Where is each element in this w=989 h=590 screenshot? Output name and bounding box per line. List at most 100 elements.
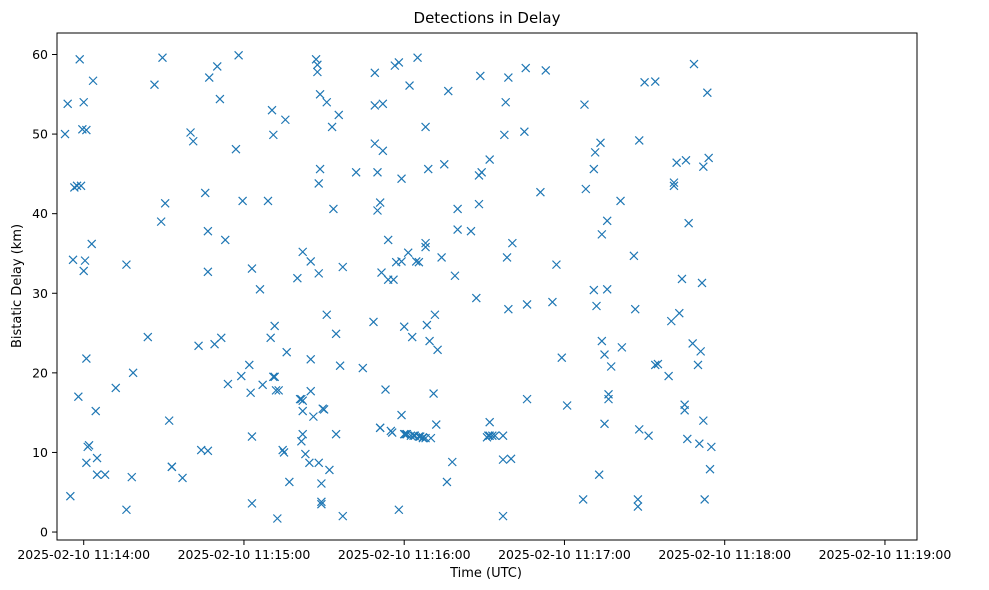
data-point — [378, 146, 388, 156]
data-point — [377, 268, 386, 277]
data-point — [502, 253, 512, 262]
data-point — [589, 285, 599, 295]
data-point — [403, 248, 413, 258]
x-tick-label: 2025-02-10 11:17:00 — [498, 547, 631, 562]
data-point — [682, 434, 692, 444]
data-point — [272, 514, 282, 523]
data-point — [68, 255, 78, 265]
data-point — [674, 308, 684, 318]
data-point — [443, 86, 453, 96]
data-point — [557, 353, 567, 363]
data-point — [501, 97, 511, 107]
data-point — [280, 115, 290, 125]
data-point — [602, 216, 612, 226]
data-point — [498, 455, 508, 465]
data-point — [596, 138, 605, 148]
data-point — [680, 400, 690, 410]
data-point — [700, 494, 710, 504]
data-point — [466, 226, 476, 236]
data-point — [306, 257, 316, 266]
data-point — [490, 431, 500, 441]
data-point — [453, 225, 463, 235]
data-point — [270, 321, 280, 331]
data-point — [316, 479, 326, 488]
data-point — [499, 130, 509, 140]
data-point — [65, 491, 75, 501]
data-point — [681, 155, 691, 165]
data-point — [592, 301, 601, 311]
data-point — [706, 442, 716, 452]
data-point — [81, 458, 91, 468]
data-point — [421, 242, 430, 252]
data-point — [634, 136, 644, 145]
data-point — [506, 454, 516, 464]
data-point — [423, 164, 433, 174]
plot-area — [56, 32, 918, 541]
data-point — [122, 505, 131, 515]
data-point — [381, 385, 390, 394]
data-point — [255, 284, 265, 294]
data-point — [704, 153, 714, 163]
data-point — [158, 53, 167, 63]
data-point — [453, 204, 463, 214]
data-point — [236, 371, 246, 381]
data-point — [664, 371, 674, 381]
data-point — [296, 436, 306, 446]
x-tick-label: 2025-02-10 11:19:00 — [819, 547, 952, 562]
data-point — [394, 58, 404, 67]
data-point — [375, 198, 385, 207]
x-tick-label: 2025-02-10 11:16:00 — [338, 547, 471, 562]
data-point — [300, 449, 310, 459]
data-point — [194, 341, 203, 351]
data-point — [298, 396, 308, 406]
data-point — [405, 81, 414, 90]
data-point — [143, 332, 153, 342]
data-point — [311, 54, 321, 64]
data-point — [650, 360, 660, 370]
data-point — [666, 316, 676, 326]
data-point — [203, 226, 213, 236]
data-point — [629, 251, 639, 261]
data-point — [693, 360, 703, 370]
data-point — [314, 458, 324, 468]
data-point — [487, 431, 497, 441]
y-tick-label: 40 — [32, 206, 48, 221]
data-point — [322, 310, 332, 320]
data-point — [474, 199, 484, 209]
data-point — [292, 273, 302, 283]
data-point — [304, 458, 314, 468]
data-point — [215, 94, 225, 104]
data-point — [306, 386, 316, 396]
data-point — [562, 401, 572, 410]
data-point — [370, 101, 380, 110]
data-point — [429, 389, 439, 398]
data-point — [702, 88, 712, 98]
data-point — [633, 494, 643, 504]
data-point — [188, 136, 198, 146]
data-point — [439, 159, 449, 169]
data-point — [369, 317, 378, 327]
data-point — [414, 257, 424, 267]
data-point — [498, 511, 508, 521]
data-point — [644, 431, 654, 441]
data-point — [79, 97, 89, 107]
data-point — [331, 329, 341, 339]
data-point — [298, 406, 308, 416]
data-point — [415, 432, 425, 441]
data-point — [238, 196, 248, 206]
data-point — [267, 105, 277, 115]
data-point — [705, 464, 715, 474]
data-point — [122, 260, 131, 270]
data-point — [399, 429, 409, 439]
data-point — [684, 218, 694, 228]
data-point — [373, 206, 382, 215]
x-tick-label: 2025-02-10 11:18:00 — [658, 547, 791, 562]
data-markers — [60, 50, 716, 523]
data-point — [278, 445, 288, 455]
data-point — [167, 462, 177, 472]
data-point — [200, 188, 210, 198]
x-tick-label: 2025-02-10 11:14:00 — [17, 547, 150, 562]
data-point — [485, 155, 495, 164]
data-point — [650, 77, 660, 86]
data-point — [81, 354, 91, 363]
